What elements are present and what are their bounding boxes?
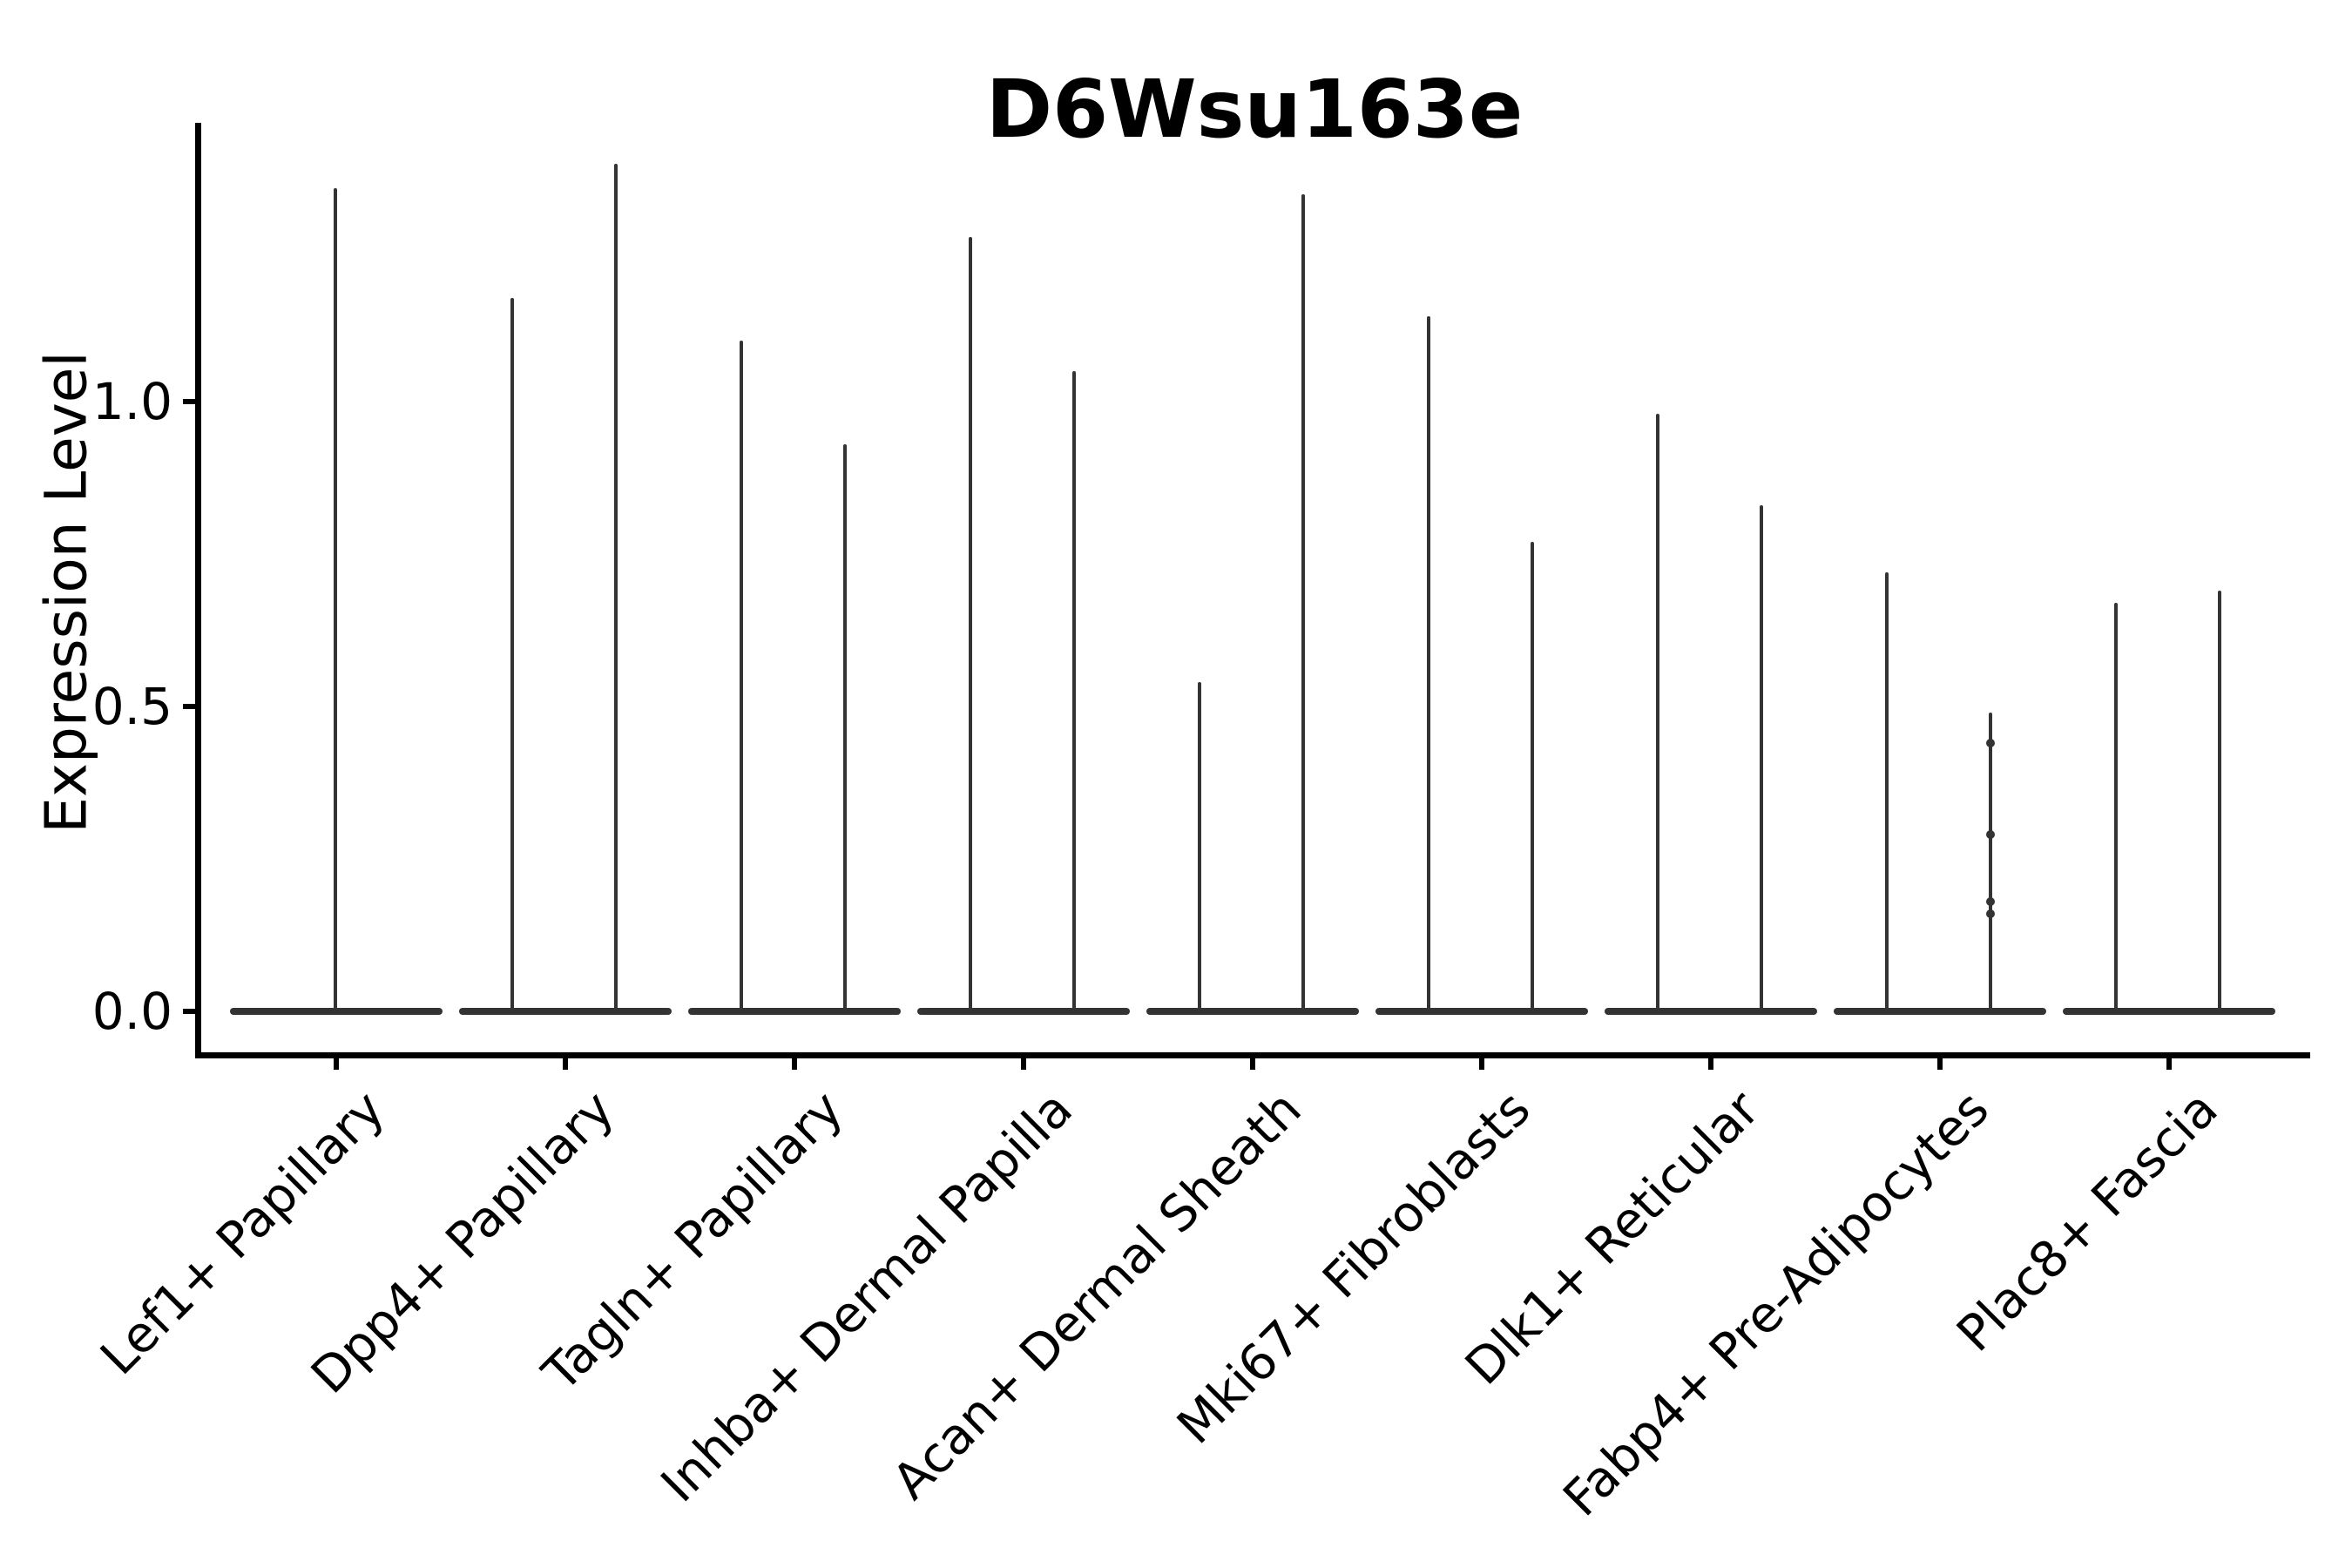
chart-title: D6Wsu163e (985, 63, 1524, 156)
x-tick-label: Fabp4+ Pre-Adipocytes (1552, 1080, 2000, 1528)
y-tick-label: 0.5 (91, 677, 172, 736)
violin-base (459, 1008, 672, 1015)
violin-spike (614, 164, 618, 1013)
violin-base (1834, 1008, 2046, 1015)
violin-spike (1427, 316, 1430, 1013)
y-tick-label: 0.0 (91, 982, 172, 1041)
violin-base (1146, 1008, 1359, 1015)
violin-spike (2218, 591, 2221, 1013)
violin-spike (510, 298, 514, 1013)
violin-spike (1198, 682, 1201, 1013)
violin-base (1375, 1008, 1588, 1015)
violin-spike (1989, 713, 1992, 1013)
violin-spike (1760, 505, 1763, 1013)
violin-base (688, 1008, 901, 1015)
violin-spike (843, 444, 847, 1013)
y-tick-label: 1.0 (91, 372, 172, 431)
violin-spike (1301, 194, 1305, 1013)
violin-spike (1656, 414, 1659, 1013)
x-tick-label: Acan+ Dermal Sheath (882, 1080, 1313, 1511)
x-tick (563, 1057, 568, 1070)
x-tick (334, 1057, 339, 1070)
violin-base (1605, 1008, 1817, 1015)
x-tick (792, 1057, 797, 1070)
violin-base (2063, 1008, 2275, 1015)
x-tick (1937, 1057, 1943, 1070)
violin-base (917, 1008, 1130, 1015)
x-tick (1479, 1057, 1484, 1070)
violin-spike (1885, 572, 1889, 1013)
violin-spike (334, 188, 337, 1013)
x-axis-spine (195, 1052, 2310, 1058)
y-axis-label: Expression Level (32, 351, 100, 834)
y-axis-spine (195, 123, 201, 1058)
x-tick (1708, 1057, 1713, 1070)
x-tick (1021, 1057, 1026, 1070)
jitter-dot (1986, 909, 1995, 918)
violin-spike (1531, 542, 1534, 1013)
y-tick (183, 399, 196, 404)
jitter-dot (1986, 897, 1995, 906)
violin-spike (2114, 603, 2118, 1013)
y-tick (183, 1009, 196, 1014)
violin-spike (1072, 371, 1076, 1013)
jitter-dot (1986, 830, 1995, 839)
x-tick (1250, 1057, 1255, 1070)
y-tick (183, 704, 196, 709)
x-tick (2166, 1057, 2172, 1070)
x-tick-label: Inhba+ Dermal Papilla (650, 1080, 1084, 1514)
violin-spike (740, 341, 743, 1013)
violin-spike (969, 237, 972, 1013)
jitter-dot (1986, 739, 1995, 747)
